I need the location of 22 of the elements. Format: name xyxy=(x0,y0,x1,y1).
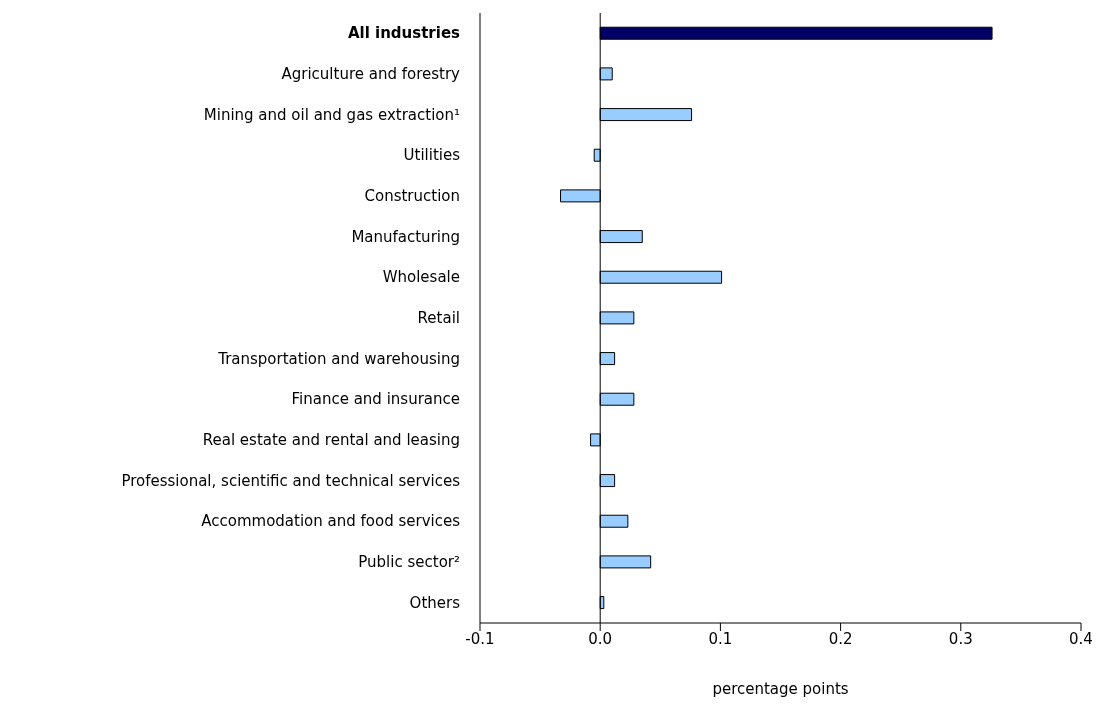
x-tick-label: 0.4 xyxy=(1069,629,1093,648)
x-tick-label: 0.1 xyxy=(708,629,733,648)
y-tick-label: Public sector² xyxy=(358,553,460,571)
y-tick-label: Agriculture and forestry xyxy=(281,65,461,83)
y-tick-label: Real estate and rental and leasing xyxy=(202,431,460,449)
y-tick-label: Construction xyxy=(364,187,460,205)
x-tick-label: 0.0 xyxy=(588,629,613,648)
y-tick-label: Wholesale xyxy=(382,268,460,287)
y-tick-label: Finance and insurance xyxy=(291,390,460,409)
y-tick-label: Transportation and warehousing xyxy=(217,349,460,368)
y-tick-label: Accommodation and food services xyxy=(201,512,461,531)
x-axis-title: percentage points xyxy=(711,680,850,698)
y-tick-label: All industries xyxy=(347,24,461,43)
y-tick-label: Professional, scientific and technical services xyxy=(121,471,461,490)
x-tick-label: -0.1 xyxy=(465,629,495,648)
y-tick-label: Retail xyxy=(417,309,460,327)
y-tick-label: Others xyxy=(409,593,461,612)
x-tick-label: 0.3 xyxy=(948,629,973,648)
y-tick-label: Utilities xyxy=(403,146,461,165)
y-tick-label: Mining and oil and gas extraction¹ xyxy=(203,105,460,124)
y-tick-label: Manufacturing xyxy=(351,227,460,246)
x-tick-label: 0.2 xyxy=(828,629,853,648)
